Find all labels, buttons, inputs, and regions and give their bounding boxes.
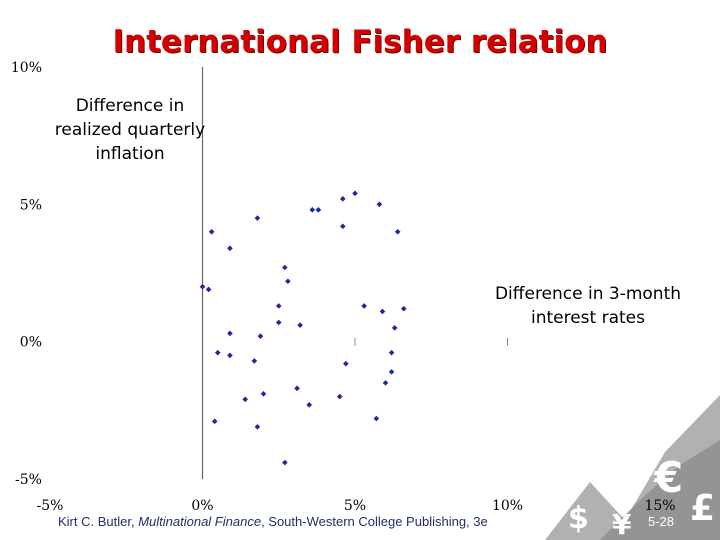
data-point [294,385,300,392]
data-point [361,303,367,309]
data-point [309,207,316,213]
currency-symbol: € [653,453,683,502]
data-point [340,196,346,202]
data-point [282,459,288,466]
x-axis-label: Difference in 3-month interest rates [494,284,682,328]
data-point [257,333,264,339]
footer-author: Kirt C. Butler, [58,514,139,529]
data-point [391,325,398,331]
data-point [242,396,248,403]
currency-mountain-decoration: $ ¥ €£ [545,395,720,540]
data-point [254,424,261,430]
data-point [251,358,258,364]
currency-symbol: £ [690,488,715,529]
y-axis-label: Difference in realized quarterly inflati… [54,96,206,164]
data-point [343,360,349,367]
footer-citation: Kirt C. Butler, Multinational Finance, S… [58,514,488,529]
data-point [382,380,389,386]
currency-symbol: ¥ [612,508,632,540]
x-tick-label: 5% [344,498,366,514]
footer-publisher: , South-Western College Publishing, 3e [261,514,488,529]
data-point [205,286,212,293]
data-point [394,229,401,235]
currency-symbol: $ [568,501,589,536]
data-point [388,369,395,375]
mountain-shape [600,440,720,540]
x-tick-label: 15% [644,498,675,514]
chart-axes [201,67,508,479]
chart-title: International Fisher relation [112,24,608,60]
y-tick-label: -5% [15,472,42,488]
data-point [336,393,343,400]
data-point [275,319,282,326]
x-tick-label: 0% [191,498,213,514]
data-point [227,330,233,337]
data-point [401,305,407,312]
data-point [227,245,233,252]
data-point [199,283,206,290]
data-point [306,402,313,408]
data-point [211,418,218,425]
tick-labels: -5% 0% 5% 10% 15% -5% 0% 5% 10% [11,60,676,514]
data-point [379,308,386,315]
data-point [275,303,282,309]
data-point [352,190,358,197]
y-tick-label: 0% [20,335,42,351]
footer-book-title: Multinational Finance [138,514,262,529]
y-tick-label: 5% [20,197,42,213]
data-point [254,215,261,221]
slide-number: 5-28 [648,514,675,529]
data-point [388,349,395,356]
data-points [199,190,407,466]
data-point [376,201,383,208]
data-point [208,229,215,235]
y-tick-label: 10% [11,60,42,76]
data-point [340,223,346,230]
data-point [315,207,322,213]
x-tick-label: -5% [37,498,64,514]
data-point [282,264,288,271]
data-point [227,352,233,359]
data-point [373,415,380,422]
x-tick-label: 10% [492,498,523,514]
data-point [297,322,303,328]
data-point [214,349,221,356]
data-point [285,278,291,285]
data-point [260,391,267,397]
